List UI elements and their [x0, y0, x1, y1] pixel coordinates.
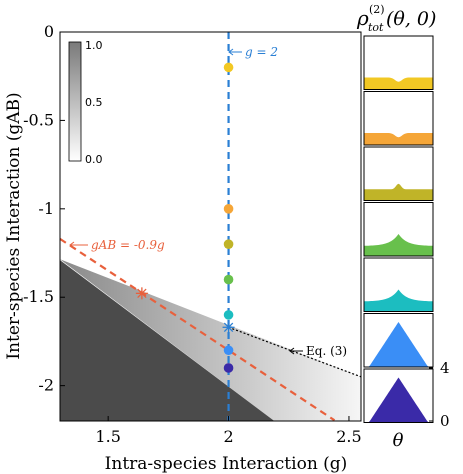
label-gab-slope: gAB = -0.9g [91, 238, 165, 252]
colorbar-tick-max: 1.0 [85, 39, 103, 52]
annotation-gab-slope: gAB = -0.9g [69, 238, 165, 252]
density-tick-0: 0 [440, 412, 450, 430]
density-panel-3 [363, 202, 434, 257]
density-profile-5 [364, 322, 433, 367]
star-marker-1 [222, 321, 235, 334]
y-tick-label: -1.5 [23, 287, 54, 306]
colorbar-tick-mid: 0.5 [85, 96, 103, 109]
density-panel-6 [363, 368, 434, 423]
arrowhead-icon [289, 347, 295, 355]
label-g-equals-2: g = 2 [245, 45, 278, 59]
annotation-g-equals-2: g = 2 [228, 45, 278, 59]
y-axis-label: Inter-species Interaction (gAB) [4, 92, 24, 359]
density-profile-6 [364, 377, 433, 423]
eq3-dotted-line [228, 326, 362, 378]
density-panels [363, 35, 434, 423]
density-panel-1 [363, 91, 434, 146]
density-profile-1 [364, 133, 433, 145]
gab-slope-dashed-line [59, 237, 336, 422]
density-profile-3 [364, 234, 433, 256]
arrowhead-icon [69, 241, 75, 249]
density-panel-4 [363, 257, 434, 312]
plot-frame [59, 31, 362, 422]
density-profile-4 [364, 289, 433, 312]
data-point-6 [223, 363, 234, 373]
density-profile-2 [364, 183, 433, 201]
density-title: ρ (2) tot (θ, 0) [356, 3, 436, 34]
dark-region [60, 260, 275, 421]
colorbar-gradient [68, 41, 82, 162]
density-title-subscript: tot [368, 21, 384, 34]
x-axis-label: Intra-species Interaction (g) [105, 454, 348, 474]
x-tick-label: 2.5 [336, 427, 361, 446]
arrowhead-icon [228, 48, 234, 56]
data-point-4 [223, 310, 234, 320]
density-panel-2 [363, 146, 434, 201]
data-point-0 [223, 62, 234, 73]
data-point-1 [223, 204, 234, 214]
data-point-5 [223, 345, 234, 356]
main-plot: 1.5 2 2.5 0-0.5-1-1.5-2 1.0 0.5 0.0 g = 2 … [4, 22, 362, 474]
density-panel-0 [363, 35, 434, 90]
data-point-3 [223, 274, 234, 285]
density-profile-0 [364, 77, 433, 90]
colorbar: 1.0 0.5 0.0 [68, 39, 103, 166]
star-marker-0 [135, 287, 148, 300]
density-title-superscript: (2) [369, 3, 385, 16]
data-point-2 [223, 239, 234, 249]
y-tick-label: -0.5 [23, 110, 54, 129]
label-eq3: Eq. (3) [306, 344, 347, 358]
density-title-args: (θ, 0) [386, 8, 436, 30]
density-panel-5 [363, 313, 434, 368]
x-tick-label: 1.5 [95, 427, 120, 446]
y-tick-label: 0 [44, 22, 54, 41]
y-tick-label: -1 [38, 199, 54, 218]
y-tick-label: -2 [38, 376, 54, 395]
colorbar-tick-min: 0.0 [85, 153, 103, 166]
gradient-region [60, 259, 361, 421]
density-tick-4: 4 [440, 359, 450, 377]
annotation-eq3: Eq. (3) [289, 344, 347, 358]
x-tick-label: 2 [223, 427, 233, 446]
density-title-rho: ρ [356, 6, 369, 30]
theta-axis-label: θ [393, 430, 404, 451]
